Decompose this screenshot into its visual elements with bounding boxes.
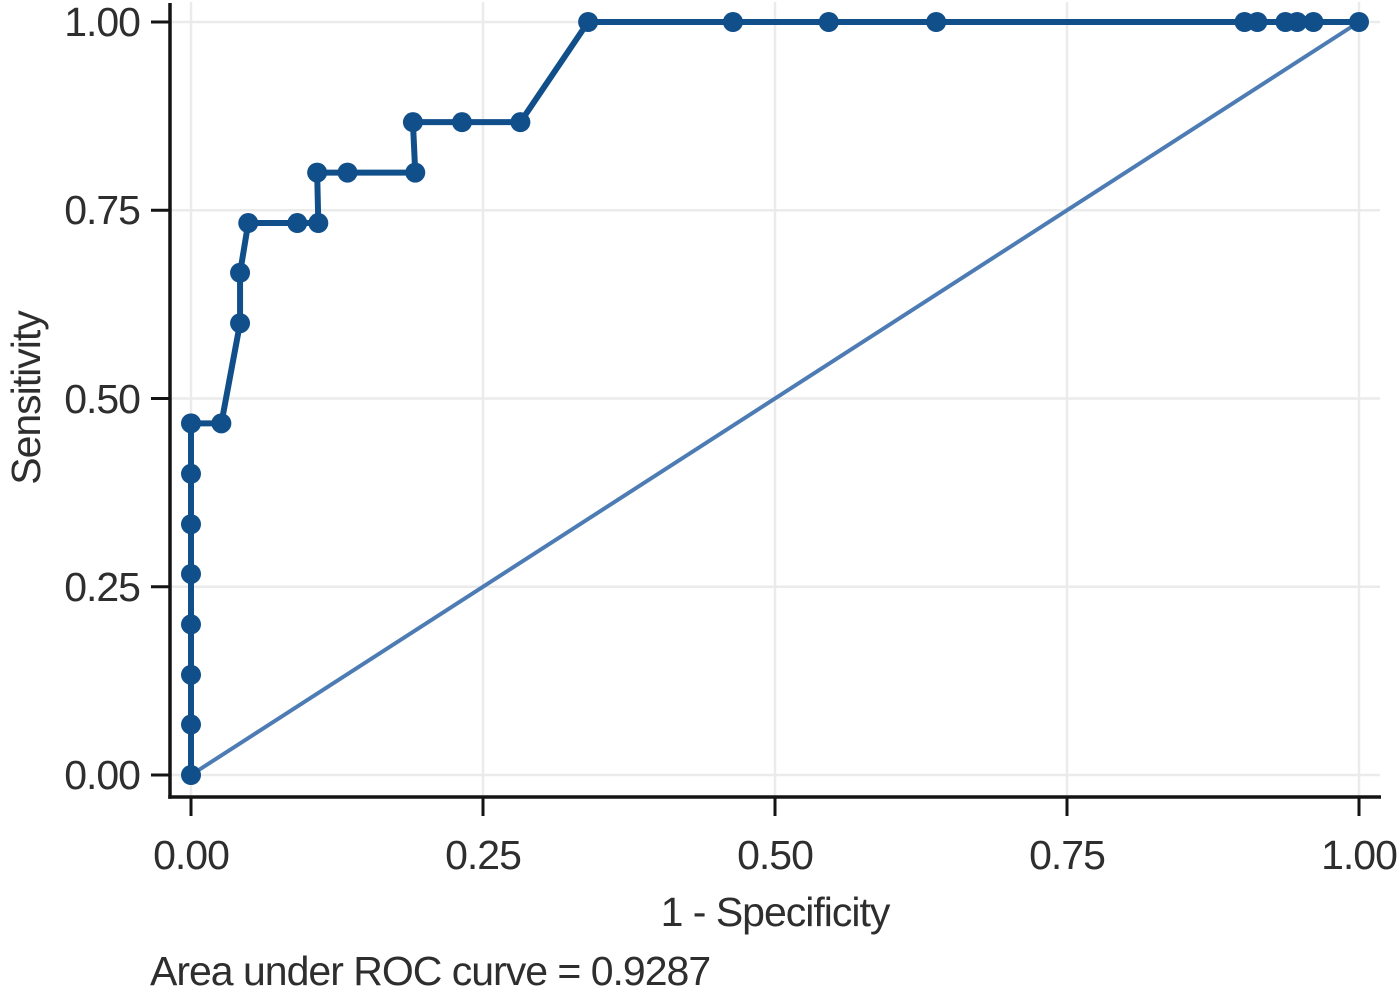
auc-caption: Area under ROC curve = 0.9287 (150, 948, 711, 994)
y-tick-label: 0.00 (64, 752, 141, 798)
roc-data-point (578, 12, 599, 32)
roc-data-point (510, 112, 531, 133)
roc-data-point (287, 213, 308, 234)
x-tick-label: 0.50 (737, 832, 814, 878)
roc-data-point (818, 12, 839, 32)
roc-data-point (181, 614, 201, 635)
y-tick-label: 0.25 (64, 563, 141, 610)
roc-data-point (308, 213, 329, 234)
roc-data-point (181, 664, 201, 685)
roc-data-point (181, 413, 201, 434)
roc-data-point (1303, 12, 1324, 32)
roc-data-point (402, 112, 423, 133)
roc-data-point (722, 12, 743, 32)
roc-data-point (1287, 12, 1308, 32)
roc-data-point (405, 162, 426, 183)
roc-data-point (230, 313, 251, 334)
axis-tick-marks (151, 20, 1361, 816)
y-tick-label: 0.50 (64, 375, 141, 422)
roc-data-point (307, 162, 328, 183)
roc-data-point (1247, 12, 1268, 32)
roc-data-point (181, 514, 201, 535)
reference-diagonal-line (189, 20, 1361, 777)
y-tick-label: 0.75 (64, 187, 141, 234)
roc-data-point (926, 12, 947, 32)
roc-data-point (1349, 12, 1369, 32)
x-tick-label: 0.00 (153, 832, 230, 878)
roc-data-point (211, 413, 232, 434)
roc-data-point (181, 765, 201, 785)
roc-data-point (230, 262, 251, 283)
y-tick-label: 1.00 (64, 0, 141, 45)
roc-data-point (238, 213, 259, 234)
x-tick-label: 0.25 (445, 832, 522, 878)
roc-curve-markers (181, 12, 1369, 785)
roc-data-point (451, 112, 472, 133)
x-tick-label: 0.75 (1029, 832, 1106, 878)
axes (168, 3, 1381, 799)
roc-data-point (181, 463, 201, 484)
roc-data-point (337, 162, 358, 183)
x-axis-title: 1 - Specificity (660, 889, 891, 935)
reference-diagonal (189, 20, 1361, 777)
x-tick-label: 1.00 (1321, 832, 1398, 878)
roc-data-point (181, 714, 201, 735)
roc-data-point (181, 563, 201, 584)
